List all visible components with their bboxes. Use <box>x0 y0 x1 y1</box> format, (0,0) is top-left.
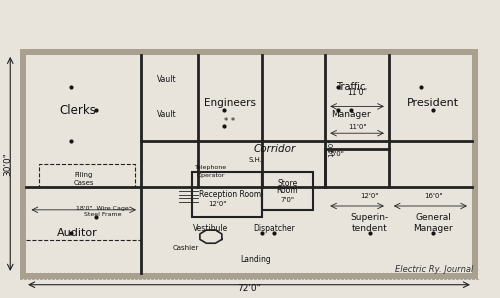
Text: tendent: tendent <box>352 224 388 233</box>
Text: Superin-: Superin- <box>350 213 389 222</box>
Text: Manager: Manager <box>414 224 453 233</box>
Text: Cases: Cases <box>74 180 94 186</box>
Text: 7'0": 7'0" <box>280 197 294 203</box>
Text: President: President <box>408 97 460 108</box>
Text: Vault: Vault <box>156 110 176 119</box>
Bar <box>26 55 472 273</box>
Text: Clerks: Clerks <box>59 104 96 117</box>
Text: Dispatcher: Dispatcher <box>254 224 296 233</box>
Text: 18'0"  Wire Cage: 18'0" Wire Cage <box>76 206 129 211</box>
Text: General: General <box>416 213 452 222</box>
Text: Steel Frame: Steel Frame <box>84 212 122 217</box>
Text: Corridor: Corridor <box>254 144 296 153</box>
Text: Store: Store <box>277 179 297 187</box>
Text: Room: Room <box>276 186 298 195</box>
Text: Auditor: Auditor <box>57 228 98 238</box>
Text: Cashier: Cashier <box>172 245 199 251</box>
Text: 30'0": 30'0" <box>3 152 12 176</box>
Text: Telephone: Telephone <box>195 165 227 170</box>
Text: Landing: Landing <box>240 255 270 264</box>
Text: 11'0": 11'0" <box>347 88 367 97</box>
Text: * *: * * <box>224 117 235 126</box>
Text: Traffic: Traffic <box>336 82 366 92</box>
Text: Filing: Filing <box>74 172 93 178</box>
Text: 14'0": 14'0" <box>328 139 334 157</box>
Text: Electric Ry. Journal: Electric Ry. Journal <box>394 265 473 274</box>
Text: Manager: Manager <box>331 110 370 119</box>
Text: Reception Room: Reception Room <box>199 190 261 199</box>
Text: Vestibule: Vestibule <box>193 224 228 233</box>
Text: Engineers: Engineers <box>204 97 256 108</box>
Bar <box>262 172 312 210</box>
Text: Vault: Vault <box>156 75 176 84</box>
Text: 5'0": 5'0" <box>330 151 344 157</box>
Bar <box>20 49 478 279</box>
Text: Operator: Operator <box>196 173 225 178</box>
Text: 72'0": 72'0" <box>237 284 261 293</box>
Text: 12'0": 12'0" <box>208 201 227 207</box>
Text: 16'0": 16'0" <box>424 193 442 199</box>
Text: 11'0": 11'0" <box>348 124 366 131</box>
Text: 12'0": 12'0" <box>360 193 379 199</box>
Text: S.H.: S.H. <box>248 157 262 163</box>
Bar <box>39 164 134 187</box>
Bar <box>192 172 262 218</box>
